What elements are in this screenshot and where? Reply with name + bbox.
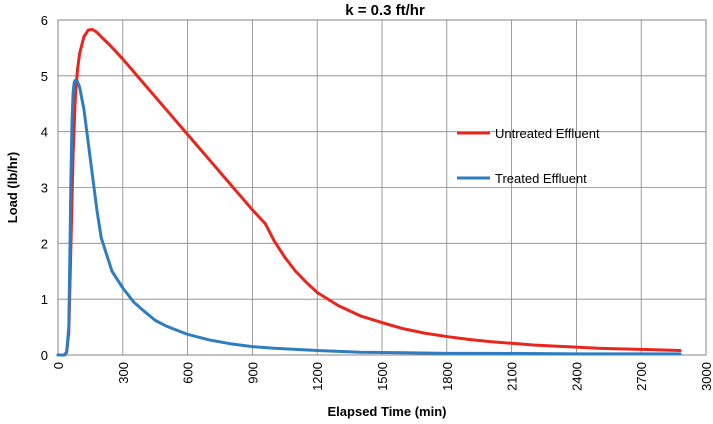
- y-tick-label: 5: [41, 69, 48, 84]
- y-tick-label: 4: [41, 125, 48, 140]
- legend: Untreated Effluent Treated Effluent: [457, 126, 600, 186]
- x-tick-label: 0: [51, 362, 66, 369]
- y-tick-label: 6: [41, 13, 48, 28]
- x-tick-label: 2700: [634, 362, 649, 391]
- x-tick-label: 600: [181, 362, 196, 384]
- tick-labels: 0 1 2 3 4 5 6 0 300 600 900 1200 1500 1800 2100 2400 270…: [41, 13, 713, 391]
- y-axis-title: Load (lb/hr): [5, 152, 20, 224]
- y-tick-label: 1: [41, 292, 48, 307]
- plot-area: [57, 19, 707, 356]
- x-tick-label: 3000: [699, 362, 713, 391]
- series-line-treated: [56, 78, 682, 357]
- x-tick-label: 2400: [569, 362, 584, 391]
- series-layer: [56, 27, 682, 357]
- legend-label-untreated: Untreated Effluent: [495, 126, 600, 141]
- chart-title: k = 0.3 ft/hr: [345, 2, 425, 19]
- series-line-untreated: [56, 27, 682, 357]
- y-tick-label: 0: [41, 348, 48, 363]
- x-tick-label: 1200: [310, 362, 325, 391]
- x-axis-title: Elapsed Time (min): [328, 404, 447, 419]
- x-tick-label: 900: [245, 362, 260, 384]
- x-tick-label: 1500: [375, 362, 390, 391]
- x-tick-label: 2100: [505, 362, 520, 391]
- y-tick-label: 3: [41, 181, 48, 196]
- x-tick-label: 1800: [440, 362, 455, 391]
- x-tick-label: 300: [116, 362, 131, 384]
- y-tick-label: 2: [41, 236, 48, 251]
- legend-label-treated: Treated Effluent: [495, 171, 587, 186]
